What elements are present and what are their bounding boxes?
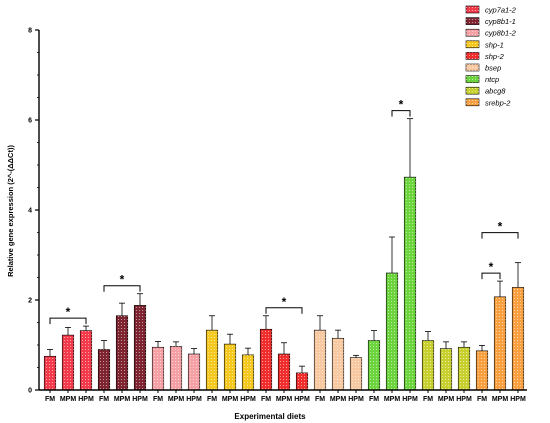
x-tick-label: FM (207, 396, 217, 403)
x-tick-label: FM (45, 396, 55, 403)
x-tick-label: MPM (384, 396, 401, 403)
x-tick-label: MPM (222, 396, 239, 403)
x-tick-label: MPM (492, 396, 509, 403)
x-tick-label: MPM (276, 396, 293, 403)
bar-pattern (242, 354, 254, 390)
significance-bracket (49, 317, 87, 325)
x-tick-label: MPM (168, 396, 185, 403)
x-tick-label: HPM (456, 396, 472, 403)
x-tick-label: FM (477, 396, 487, 403)
legend-swatch-pattern (466, 6, 479, 13)
legend-swatch-pattern (466, 40, 479, 48)
x-tick-label: MPM (438, 396, 455, 403)
x-tick-label: HPM (348, 396, 364, 403)
legend-swatch-pattern (466, 64, 479, 71)
bar-pattern (332, 338, 344, 390)
y-axis-label: Relative gene expression (2^-(ΔΔCt)) (6, 145, 15, 277)
bar-pattern (440, 348, 452, 390)
y-tick-label: 6 (28, 118, 32, 125)
significance-star: * (489, 260, 494, 274)
significance-bracket (265, 307, 303, 314)
bar-pattern (44, 356, 56, 390)
bar-pattern (152, 347, 164, 390)
x-tick-label: MPM (60, 396, 77, 403)
bar-pattern (386, 273, 398, 390)
significance-bracket (481, 232, 519, 239)
x-tick-label: FM (261, 396, 271, 403)
significance-bracket (481, 272, 501, 280)
x-tick-label: HPM (510, 396, 526, 403)
y-tick-label: 2 (28, 298, 32, 305)
bar-pattern (278, 354, 290, 390)
significance-bracket (391, 110, 411, 117)
significance-star: * (399, 98, 404, 112)
legend-label-bsep: bsep (485, 64, 501, 73)
legend-label-cyp8b1-2: cyp8b1-2 (485, 29, 517, 38)
bar-pattern (368, 340, 380, 390)
bar-pattern (188, 354, 200, 390)
bar-pattern (458, 347, 470, 390)
x-tick-label: FM (315, 396, 325, 403)
x-tick-label: HPM (132, 396, 148, 403)
bar-pattern (314, 330, 326, 390)
x-tick-label: HPM (402, 396, 418, 403)
y-tick-label: 8 (28, 28, 32, 35)
bar-pattern (260, 329, 272, 390)
legend-swatch-pattern (466, 75, 479, 83)
legend-label-ntcp: ntcp (485, 75, 499, 84)
bar-pattern (350, 357, 362, 390)
bar-pattern (512, 287, 524, 390)
legend-label-shp-1: shp-1 (485, 40, 504, 49)
x-tick-label: MPM (114, 396, 131, 403)
legend: cyp7a1-2 cyp8b1-1 cyp8b1-2 shp-1 shp-2 bsep nt… (465, 6, 517, 107)
x-tick-label: FM (153, 396, 163, 403)
x-tick-label: HPM (240, 396, 256, 403)
legend-label-cyp7a1-2: cyp7a1-2 (485, 6, 517, 15)
bar-pattern (494, 296, 506, 390)
x-tick-label: MPM (330, 396, 347, 403)
bar-pattern (224, 344, 236, 390)
x-tick-label: FM (423, 396, 433, 403)
bar-pattern (80, 330, 92, 390)
x-tick-label: HPM (294, 396, 310, 403)
legend-swatch-pattern (466, 87, 479, 95)
bar-pattern (170, 346, 182, 390)
significance-star: * (282, 295, 287, 309)
x-axis-label: Experimental diets (234, 412, 306, 421)
x-tick-label: FM (99, 396, 109, 403)
bar-pattern (404, 177, 416, 390)
legend-label-srebp-2: srebp-2 (485, 98, 511, 107)
x-tick-label: HPM (78, 396, 94, 403)
x-tick-label: FM (369, 396, 379, 403)
legend-swatch-pattern (466, 98, 479, 106)
legend-swatch-pattern (466, 17, 479, 25)
legend-label-abcg8: abcg8 (485, 87, 506, 96)
significance-star: * (498, 220, 503, 234)
bar-pattern (476, 350, 488, 390)
legend-label-cyp8b1-1: cyp8b1-1 (485, 17, 516, 26)
x-tick-label: HPM (186, 396, 202, 403)
bar-pattern (62, 335, 74, 390)
bar-pattern (134, 305, 146, 390)
bar-pattern (422, 340, 434, 390)
significance-star: * (120, 273, 125, 287)
significance-star: * (66, 305, 71, 319)
y-tick-label: 4 (28, 208, 32, 215)
legend-label-shp-2: shp-2 (485, 52, 505, 61)
legend-swatch-pattern (466, 52, 479, 60)
bar-pattern (296, 372, 308, 390)
bar-pattern (98, 349, 110, 390)
legend-swatch-pattern (466, 29, 479, 37)
bar-pattern (206, 330, 218, 390)
bar-pattern (116, 315, 128, 390)
y-tick-label: 0 (28, 388, 32, 395)
significance-bracket (103, 285, 141, 292)
